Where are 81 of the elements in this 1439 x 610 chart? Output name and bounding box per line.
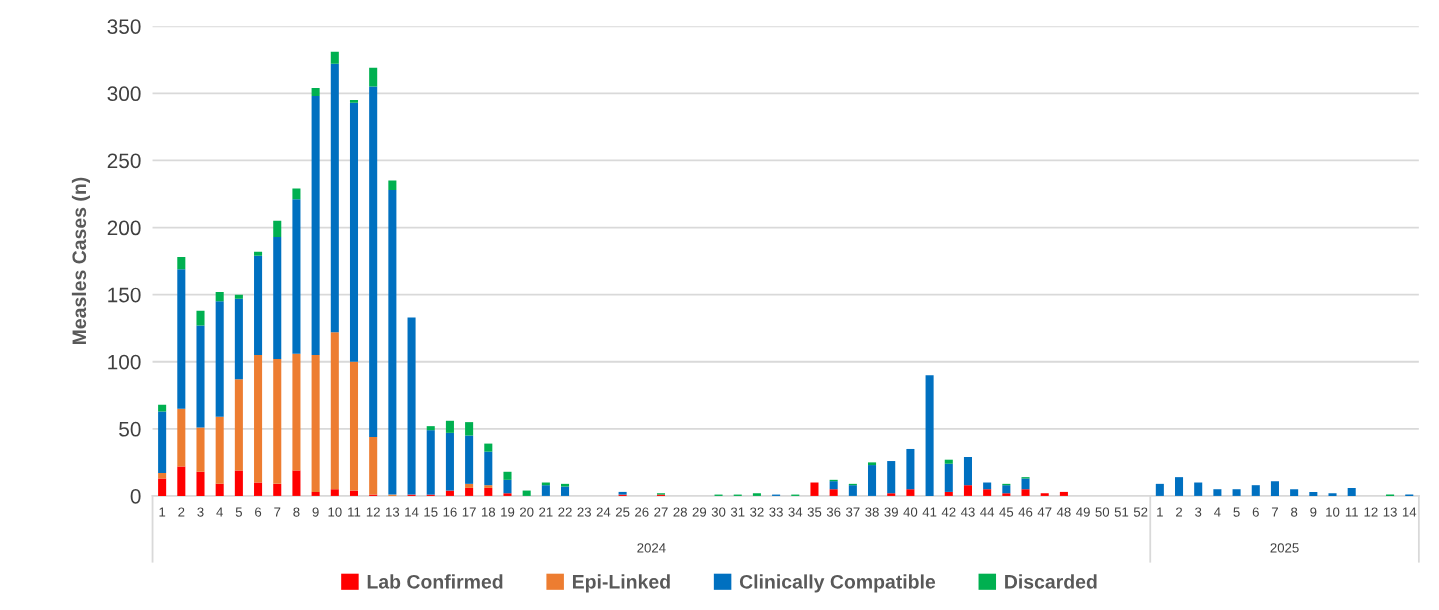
x-tick-label: 8 bbox=[293, 507, 300, 517]
x-tick-label: 44 bbox=[980, 507, 995, 517]
x-tick-label: 46 bbox=[1018, 507, 1033, 517]
x-tick-label: 52 bbox=[1133, 507, 1148, 517]
x-tick-label: 39 bbox=[884, 507, 898, 517]
x-tick-label: 10 bbox=[328, 507, 342, 517]
text: 2024 bbox=[637, 543, 666, 553]
x-tick-label: 25 bbox=[615, 507, 630, 517]
x-tick-label: 9 bbox=[312, 507, 319, 517]
x-tick-label: 18 bbox=[481, 507, 496, 517]
x-tick-label: 42 bbox=[941, 507, 956, 517]
x-tick-label: 2 bbox=[1176, 507, 1183, 517]
y-tick-label: 300 bbox=[107, 86, 141, 102]
x-tick-label: 22 bbox=[558, 507, 572, 517]
x-tick-label: 10 bbox=[1326, 507, 1340, 517]
x-tick-label: 40 bbox=[903, 507, 918, 517]
y-tick-label: 200 bbox=[107, 220, 141, 236]
x-tick-label: 14 bbox=[405, 507, 419, 517]
x-tick-label: 19 bbox=[501, 507, 515, 517]
x-tick-label: 24 bbox=[596, 507, 611, 517]
x-tick-label: 9 bbox=[1310, 507, 1317, 517]
y-tick-label: 100 bbox=[108, 354, 141, 370]
x-tick-label: 30 bbox=[711, 507, 726, 517]
x-tick-label: 45 bbox=[999, 507, 1014, 517]
x-tick-label: 5 bbox=[235, 507, 242, 517]
x-tick-label: 32 bbox=[750, 507, 764, 517]
legend-label: Epi-Linked bbox=[572, 574, 670, 593]
x-tick-label: 3 bbox=[1195, 507, 1202, 517]
x-tick-label: 1 bbox=[159, 507, 166, 517]
x-tick-label: 47 bbox=[1037, 507, 1052, 517]
y-tick-label: 350 bbox=[107, 19, 141, 34]
x-tick-label: 43 bbox=[960, 507, 975, 517]
x-tick-label: 14 bbox=[1402, 507, 1417, 517]
x-tick-label: 5 bbox=[1233, 507, 1240, 517]
x-tick-label: 37 bbox=[846, 507, 860, 517]
x-tick-label: 6 bbox=[255, 507, 262, 517]
x-tick-label: 13 bbox=[1383, 507, 1397, 517]
y-axis-title: Measles Cases (n) bbox=[71, 177, 90, 345]
x-tick-label: 12 bbox=[366, 507, 380, 517]
x-tick-label: 49 bbox=[1076, 507, 1090, 517]
x-tick-label: 1 bbox=[1157, 507, 1163, 517]
x-tick-label: 20 bbox=[520, 507, 534, 517]
y-tick-label: 150 bbox=[108, 287, 141, 303]
x-tick-label: 4 bbox=[1214, 507, 1221, 517]
legend-label: Lab Confirmed bbox=[367, 574, 503, 589]
x-tick-label: 12 bbox=[1364, 507, 1378, 517]
x-tick-label: 50 bbox=[1095, 507, 1110, 517]
x-tick-label: 8 bbox=[1291, 507, 1298, 517]
x-tick-label: 23 bbox=[577, 507, 591, 517]
y-tick-label: 0 bbox=[130, 488, 141, 504]
x-tick-label: 3 bbox=[197, 507, 204, 517]
x-tick-label: 31 bbox=[730, 507, 745, 517]
x-tick-label: 2 bbox=[178, 507, 185, 517]
x-tick-label: 26 bbox=[635, 507, 649, 517]
x-tick-label: 36 bbox=[826, 507, 841, 517]
x-tick-label: 41 bbox=[922, 507, 937, 517]
legend-label: Discarded bbox=[1005, 574, 1097, 589]
text: 2025 bbox=[1270, 543, 1299, 553]
y-tick-label: 250 bbox=[107, 153, 141, 169]
x-tick-label: 48 bbox=[1056, 507, 1071, 517]
x-tick-label: 16 bbox=[443, 507, 457, 517]
x-tick-label: 35 bbox=[807, 507, 822, 517]
x-tick-label: 28 bbox=[673, 507, 687, 517]
x-tick-label: 15 bbox=[424, 507, 438, 517]
x-tick-label: 11 bbox=[348, 507, 361, 517]
x-tick-label: 17 bbox=[462, 507, 476, 517]
x-tick-label: 6 bbox=[1252, 507, 1259, 517]
x-tick-label: 11 bbox=[1345, 507, 1358, 517]
x-tick-label: 27 bbox=[654, 507, 668, 517]
x-tick-label: 34 bbox=[788, 507, 803, 517]
x-tick-label: 21 bbox=[539, 507, 553, 517]
x-tick-label: 51 bbox=[1114, 507, 1129, 517]
x-tick-label: 7 bbox=[274, 507, 281, 517]
x-tick-label: 7 bbox=[1271, 507, 1278, 517]
x-tick-label: 13 bbox=[386, 507, 400, 517]
x-tick-label: 38 bbox=[865, 507, 879, 517]
y-tick-label: 50 bbox=[119, 421, 141, 437]
x-tick-label: 33 bbox=[769, 507, 783, 517]
legend-label: Clinically Compatible bbox=[739, 574, 936, 593]
x-tick-label: 4 bbox=[216, 507, 223, 517]
x-tick-label: 29 bbox=[692, 507, 707, 517]
